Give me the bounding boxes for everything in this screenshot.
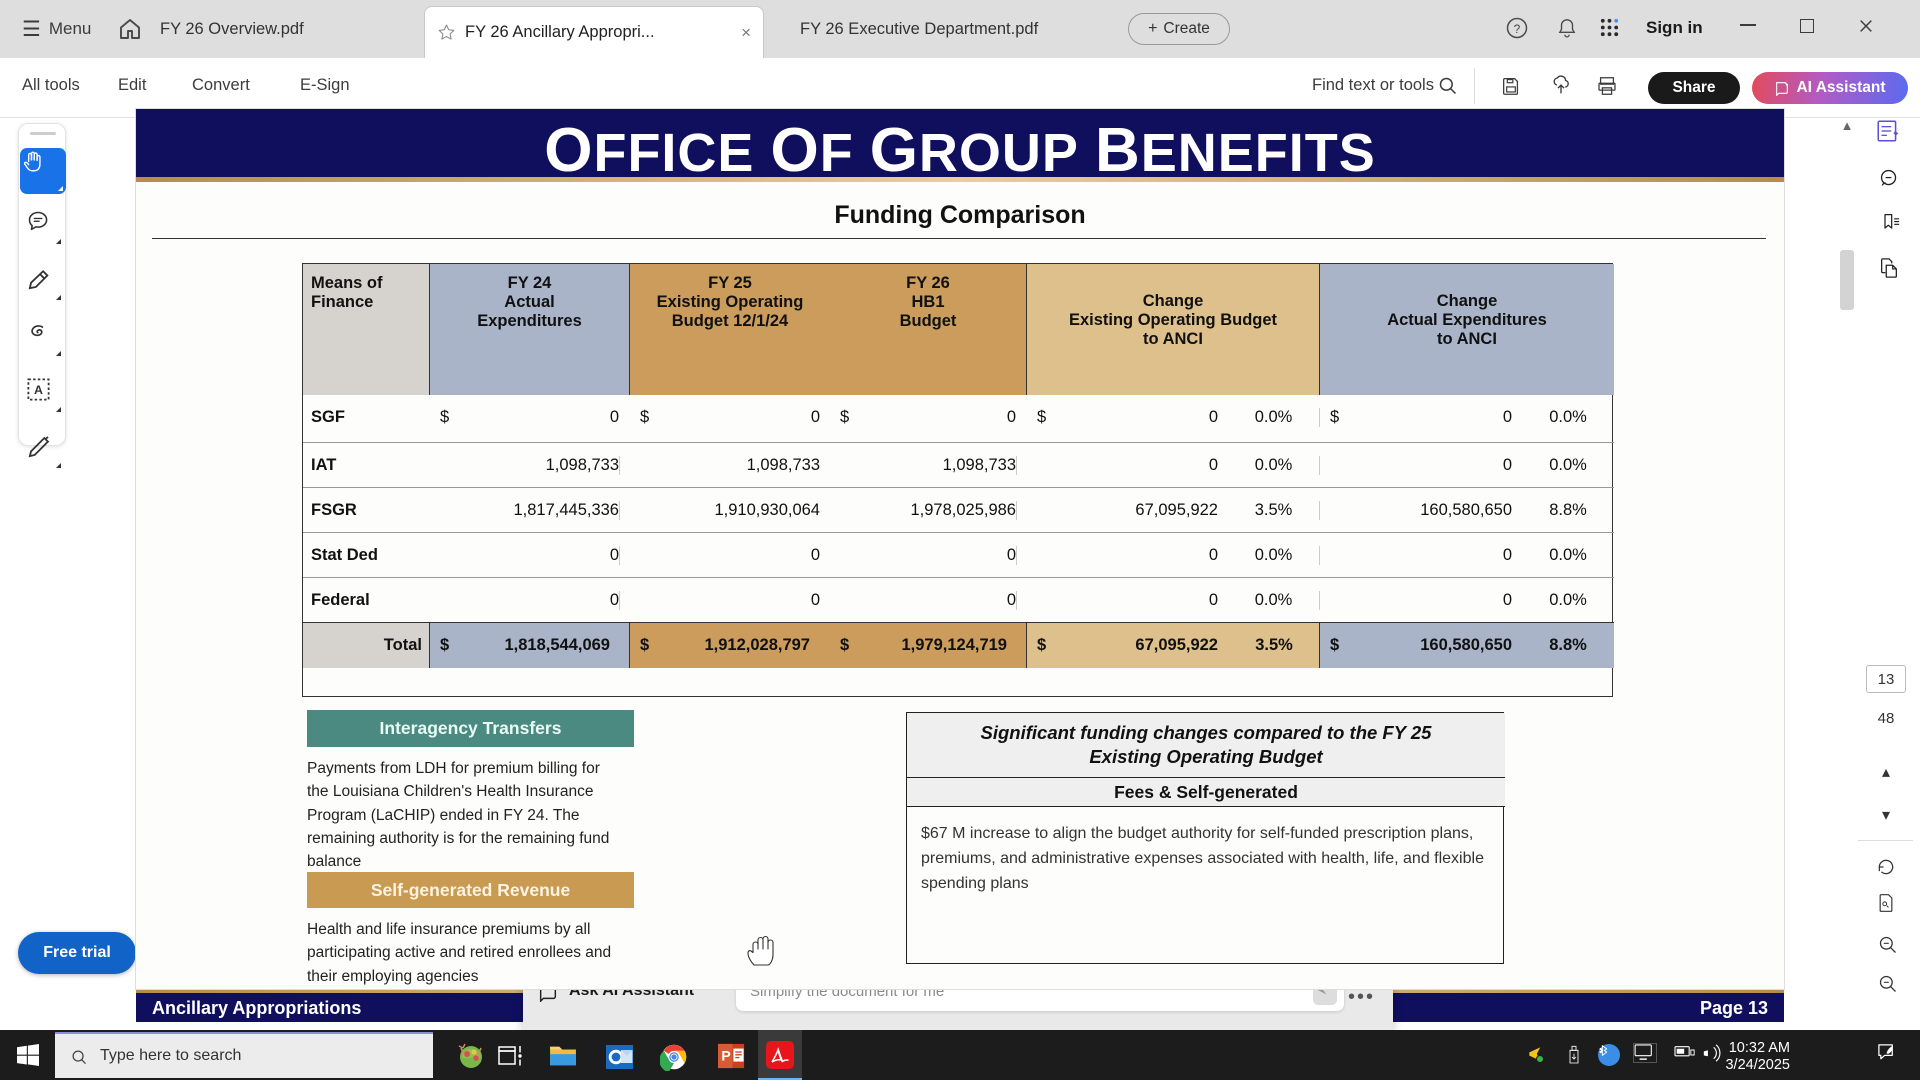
svg-text:A: A bbox=[34, 383, 43, 397]
svg-text:P: P bbox=[721, 1048, 730, 1064]
svg-text:?: ? bbox=[1514, 22, 1521, 36]
